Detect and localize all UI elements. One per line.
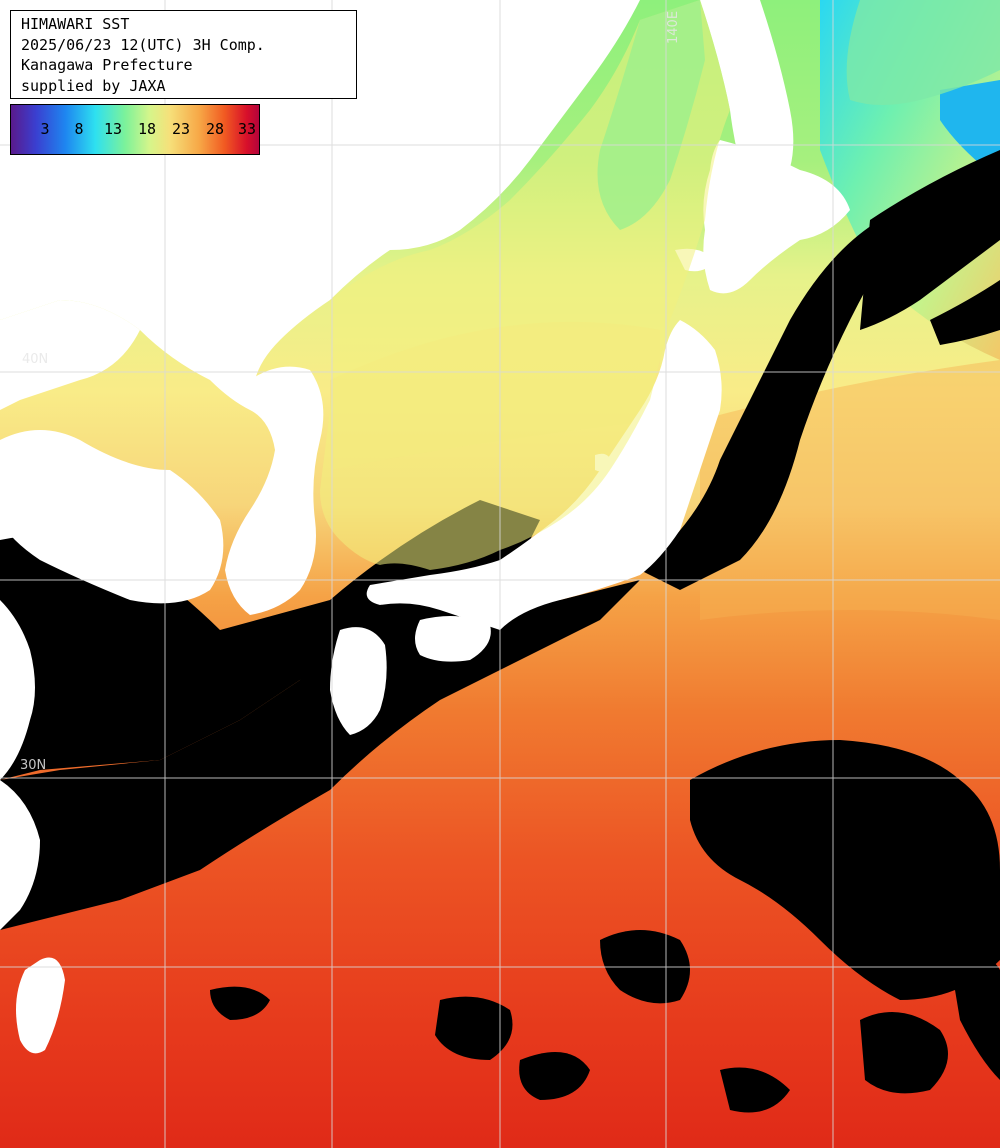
latitude-label-30n: 30N (20, 758, 47, 773)
colorbar-tick: 33 (237, 120, 257, 138)
map-credit: supplied by JAXA (21, 76, 166, 95)
okhotsk-coast-sea (597, 0, 705, 230)
colorbar-tick: 8 (74, 120, 84, 138)
colorbar-tick: 3 (40, 120, 50, 138)
cloud-mask (0, 150, 1000, 1113)
temperature-colorbar: 3 8 13 18 23 28 33 (10, 104, 260, 155)
colorbar-ticks: 3 8 13 18 23 28 33 (11, 119, 259, 139)
colorbar-tick: 13 (103, 120, 123, 138)
okhotsk-sea (846, 0, 1000, 105)
map-datetime: 2025/06/23 12(UTC) 3H Comp. (21, 35, 265, 54)
latitude-label-40n: 40N (22, 352, 49, 367)
colorbar-tick: 23 (171, 120, 191, 138)
map-title: HIMAWARI SST (21, 15, 130, 33)
longitude-label-140e: 140E (666, 10, 681, 44)
land-mask (0, 0, 850, 1054)
map-info-box: HIMAWARI SST 2025/06/23 12(UTC) 3H Comp.… (10, 10, 357, 99)
colorbar-tick: 28 (205, 120, 225, 138)
colorbar-tick: 18 (137, 120, 157, 138)
map-region: Kanagawa Prefecture (21, 56, 193, 74)
oyashio-cold-area (940, 80, 1000, 180)
